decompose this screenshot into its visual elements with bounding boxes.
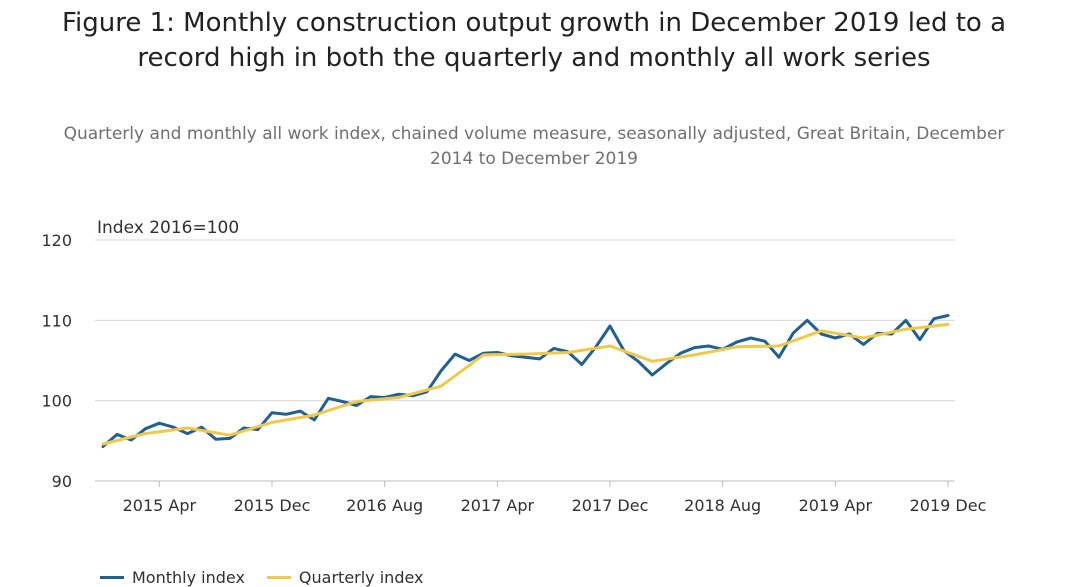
legend-label: Quarterly index	[298, 568, 424, 587]
legend-swatch	[266, 576, 291, 579]
grid-lines	[95, 239, 955, 402]
x-tick-label: 2019 Dec	[910, 496, 987, 515]
y-tick-label: 90	[52, 472, 72, 491]
y-tick-label: 100	[41, 392, 72, 411]
series-lines	[101, 314, 950, 448]
legend-item: Monthly index	[100, 568, 245, 587]
chart-subtitle: Quarterly and monthly all work index, ch…	[63, 124, 1005, 169]
x-tick-label: 2019 Apr	[799, 496, 873, 515]
x-tick-label: 2015 Dec	[234, 496, 311, 515]
legend: Monthly index Quarterly index	[100, 568, 424, 587]
x-tick-label: 2016 Aug	[346, 496, 423, 515]
x-axis-ticks: 2015 Apr 2015 Dec 2016 Aug 2017 Apr 2017 Dec…	[123, 481, 987, 515]
y-axis-label: Index 2016=100	[97, 218, 239, 238]
x-tick-label: 2017 Dec	[572, 496, 649, 515]
x-tick-label: 2017 Apr	[461, 496, 535, 515]
y-axis-ticks: 90 100 110 120	[41, 231, 72, 491]
legend-label: Monthly index	[132, 568, 245, 587]
legend-swatch	[100, 576, 124, 579]
legend-item: Quarterly index	[266, 568, 424, 587]
y-tick-label: 120	[41, 231, 72, 250]
series-line-quarterly	[101, 322, 950, 446]
x-tick-label: 2015 Apr	[123, 496, 197, 515]
y-tick-label: 110	[41, 311, 72, 330]
chart-title: Figure 1: Monthly construction output gr…	[61, 8, 1007, 73]
x-tick-label: 2018 Aug	[684, 496, 761, 515]
series-line-monthly	[101, 314, 950, 448]
